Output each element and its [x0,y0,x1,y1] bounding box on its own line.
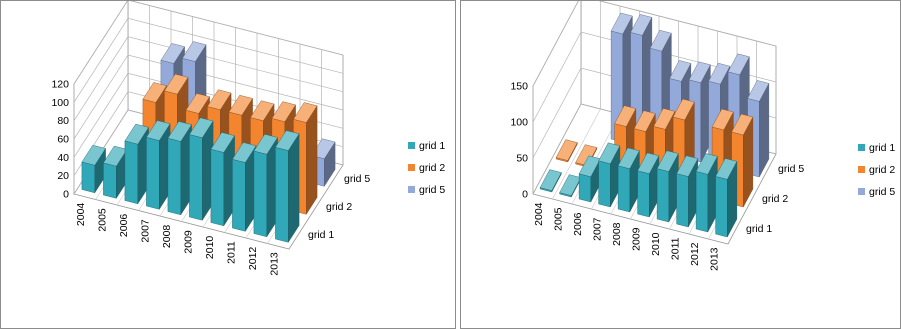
x-tick-label: 2004 [75,203,87,227]
legend-swatch [408,164,415,171]
chart-left: 0 20 40 60 80 100 120 2004 2005 2006 2007 2008 2009 2… [51,1,445,276]
legend-label: grid 2 [419,162,445,174]
gridline-horizontal [532,1,777,87]
bar-grid1-2007 [146,120,171,210]
legend-swatch [858,144,865,151]
legend-swatch [858,166,865,173]
legend-swatch [858,188,865,195]
x-tick-label: 2012 [247,247,259,271]
y-tick-label: 0 [522,189,528,201]
legend-label: grid 2 [869,164,895,176]
x-tick-label: 2011 [669,237,681,260]
bar-grid1-2007 [598,142,621,208]
bar-grid1-2010 [656,150,679,223]
x-tick-label: 2007 [139,219,151,243]
bar-grid1-2009 [189,117,214,221]
x-tick-label: 2010 [204,236,216,260]
depth-label: grid 2 [326,201,352,213]
y-tick-label: 120 [51,79,69,91]
gridline-horizontal [73,36,344,121]
bar-grid1-2011 [232,142,257,232]
x-tick-label: 2005 [96,208,108,232]
legend-label: grid 1 [419,140,445,152]
y-tick-label: 100 [510,117,528,129]
bar-grid1-2012 [253,133,278,238]
y-tick-label: 40 [57,152,69,164]
x-tick-label: 2004 [533,202,545,226]
depth-label: grid 5 [344,173,370,185]
legend-swatch [408,186,415,193]
legend-label: grid 5 [869,186,895,198]
y-tick-label: 50 [516,153,528,165]
depth-label: grid 1 [746,223,772,235]
legend-label: grid 1 [869,142,895,154]
x-tick-label: 2008 [611,222,623,246]
chart-panel-right: 0 50 100 150 2004 2005 2006 2007 2008 2009 2010 201… [460,0,901,329]
bar-grid1-2009 [637,152,660,218]
bar-grid1-2008 [617,147,640,213]
gridline-horizontal [73,54,344,140]
gridline-horizontal [532,31,777,123]
x-tick-label: 2009 [630,227,642,251]
bar-grid1-2008 [167,121,192,216]
bar-grid1-2012 [695,153,718,233]
bar-grid1-2011 [676,155,699,228]
y-tick-label: 150 [510,81,528,93]
legend-swatch [408,142,415,149]
x-tick-label: 2010 [650,232,662,256]
gridline-horizontal [73,1,344,85]
y-tick-label: 60 [57,134,69,146]
y-tick-label: 0 [63,189,69,201]
x-tick-label: 2013 [268,252,280,276]
x-tick-label: 2012 [689,242,701,266]
x-tick-label: 2011 [225,241,237,264]
bar-grid1-2013 [275,130,300,243]
x-tick-label: 2005 [552,207,564,231]
y-tick-label: 20 [57,170,69,182]
x-tick-label: 2007 [591,217,603,241]
bar-grid1-2006 [124,123,149,205]
y-tick-label: 80 [57,115,69,127]
gridline-floor [552,108,601,200]
x-tick-label: 2013 [708,247,720,271]
x-tick-label: 2008 [161,225,173,249]
depth-label: grid 2 [762,193,788,205]
x-tick-label: 2009 [182,230,194,254]
y-tick-label: 100 [51,97,69,109]
gridline-horizontal [73,17,344,103]
bar-grid1-2013 [715,158,738,238]
bar-grid1-2004 [81,144,106,194]
bar-grid1-2004 [539,169,562,193]
chart-right: 0 50 100 150 2004 2005 2006 2007 2008 2009 2010 201… [510,1,895,271]
legend-label: grid 5 [419,184,445,196]
x-tick-label: 2006 [572,212,584,236]
bar-grid1-2010 [210,132,235,227]
depth-label: grid 1 [308,229,334,241]
x-tick-label: 2006 [118,214,130,238]
bar-grid2-2004 [555,139,578,163]
depth-label: grid 5 [778,163,804,175]
chart-panel-left: 0 20 40 60 80 100 120 2004 2005 2006 2007 2008 2009 2… [0,0,456,329]
